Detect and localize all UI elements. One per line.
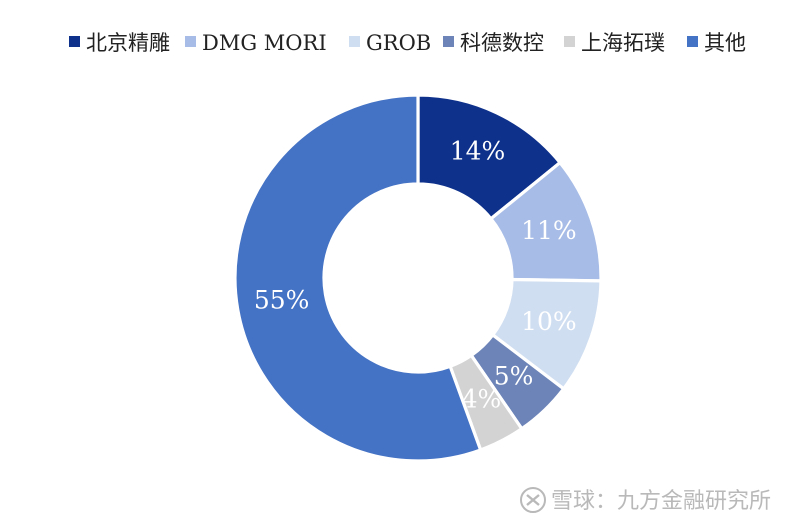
slice-label-3: 5% [494,362,534,391]
slice-label-1: 11% [521,216,577,245]
chart-legend: 北京精雕 DMG MORI GROB 科德数控 上海拓璞 其他 [69,31,746,55]
slice-5 [233,93,483,463]
slice-label-0: 14% [450,136,506,165]
snowball-logo-icon [520,487,546,513]
slice-label-4: 4% [462,385,502,414]
slice-label-2: 10% [521,307,577,336]
watermark-text: 雪球：九方金融研究所 [551,489,771,514]
legend-swatch-4 [564,36,575,47]
legend-item-5: 其他 [687,31,746,55]
slice-labels: 14% 11% 10% 5%4% 55% [254,136,577,413]
watermark: 雪球：九方金融研究所 [520,487,771,514]
slice-label-5: 55% [254,286,310,315]
legend-label-3: 科德数控 [460,31,544,55]
legend-item-0: 北京精雕 [69,31,170,55]
legend-label-2: GROB [366,31,431,55]
legend-swatch-2 [349,36,360,47]
legend-swatch-3 [443,36,454,47]
legend-swatch-5 [687,36,698,47]
legend-item-3: 科德数控 [443,31,544,55]
legend-label-0: 北京精雕 [86,31,170,55]
legend-label-1: DMG MORI [202,31,327,55]
legend-swatch-1 [185,36,196,47]
legend-item-1: DMG MORI [185,31,327,55]
legend-swatch-0 [69,36,80,47]
legend-item-2: GROB [349,31,431,55]
donut-slices [233,93,603,463]
legend-label-4: 上海拓璞 [581,31,665,55]
legend-item-4: 上海拓璞 [564,31,665,55]
legend-label-5: 其他 [704,31,746,55]
